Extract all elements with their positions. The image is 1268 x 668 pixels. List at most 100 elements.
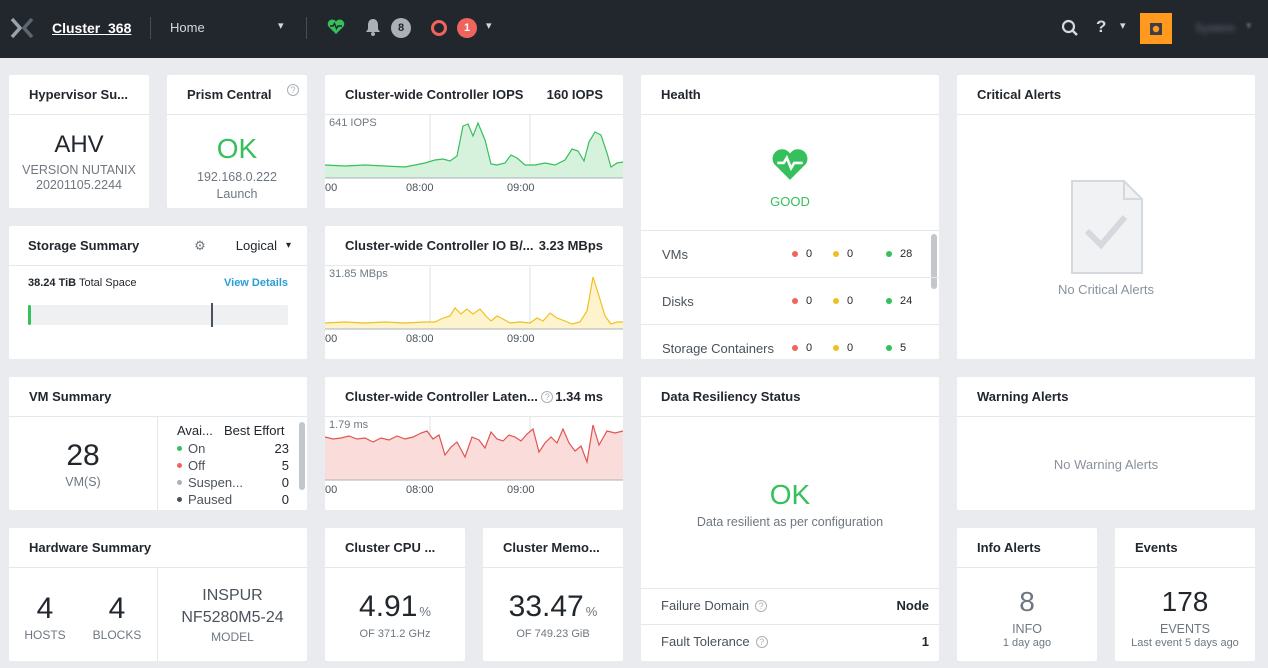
health-yellow-count[interactable]: 0 <box>833 295 853 307</box>
chevron-down-icon[interactable]: ▾ <box>285 240 291 251</box>
help-icon[interactable]: ? <box>541 390 554 403</box>
nutanix-logo-icon[interactable] <box>10 17 34 39</box>
cluster-name-link[interactable]: Cluster_368 <box>52 20 132 36</box>
health-row-label: Disks <box>662 293 694 309</box>
health-row-vms[interactable]: VMs 0 0 28 <box>641 231 939 278</box>
health-red-count[interactable]: 0 <box>792 248 812 260</box>
health-green-count[interactable]: 5 <box>886 342 906 354</box>
card-title: Storage Summary <box>28 238 140 253</box>
help-icon[interactable]: ? <box>755 599 768 612</box>
prism-status: OK <box>216 133 258 164</box>
health-red-count[interactable]: 0 <box>792 342 812 354</box>
chevron-down-icon[interactable]: ▾ <box>486 20 492 32</box>
vm-status-label: Paused <box>188 492 233 507</box>
failure-domain-label: Failure Domain <box>661 598 750 613</box>
health-yellow-count[interactable]: 0 <box>833 342 853 354</box>
health-row-storage-containers[interactable]: Storage Containers 0 0 5 <box>641 325 939 359</box>
vm-status-label: Suspen... <box>188 475 243 490</box>
card-title: Data Resiliency Status <box>661 389 801 404</box>
health-heart-icon <box>771 146 809 187</box>
axis-tick: 08:00 <box>406 484 434 496</box>
divider <box>150 17 151 39</box>
storage-summary-card: Storage Summary ⚙ Logical ▾ 38.24 TiB To… <box>9 226 307 359</box>
chart-peak-label: 1.79 ms <box>329 419 369 431</box>
chart-peak-label: 641 IOPS <box>329 117 377 129</box>
card-title: Hypervisor Su... <box>29 87 128 102</box>
health-card: Health GOOD VMs 0 0 28 Disks 0 0 24 Storage Cont… <box>641 75 939 359</box>
health-status: GOOD <box>770 194 810 209</box>
card-title: Critical Alerts <box>977 87 1062 102</box>
health-red-count[interactable]: 0 <box>792 295 812 307</box>
health-heart-icon[interactable] <box>327 18 345 35</box>
cpu-capacity: OF 371.2 GHz <box>359 628 431 640</box>
divider <box>306 17 307 39</box>
status-dot-icon <box>833 251 839 257</box>
settings-gear-button[interactable] <box>1140 13 1172 44</box>
bell-icon[interactable] <box>365 18 381 36</box>
latency-line <box>325 424 623 465</box>
status-dot-icon <box>886 251 892 257</box>
notification-count-badge[interactable]: 8 <box>391 18 411 38</box>
card-title: Cluster-wide Controller IOPS <box>345 87 524 102</box>
vm-count-label: VM(S) <box>65 475 101 489</box>
health-row-disks[interactable]: Disks 0 0 24 <box>641 278 939 325</box>
prism-launch-link[interactable]: Launch <box>216 187 258 201</box>
card-title: Warning Alerts <box>977 389 1069 404</box>
health-yellow-count[interactable]: 0 <box>833 248 853 260</box>
iops-chart <box>325 115 623 179</box>
host-count: 4 <box>36 592 54 625</box>
memory-usage-value: 33.47 <box>508 590 584 623</box>
vm-status-row: Suspen... 0 <box>177 474 289 491</box>
health-count-value: 0 <box>847 248 854 260</box>
chevron-down-icon[interactable]: ▾ <box>1246 20 1252 32</box>
iops-current-value: 160 IOPS <box>546 87 603 102</box>
event-count[interactable]: 178 <box>1161 586 1209 617</box>
scrollbar[interactable] <box>299 422 305 490</box>
total-space-label: Total Space <box>78 277 137 289</box>
axis-tick: 00 <box>325 182 338 194</box>
chevron-down-icon[interactable]: ▾ <box>1120 20 1126 32</box>
health-count-value: 0 <box>847 295 854 307</box>
status-dot-icon <box>792 298 798 304</box>
user-menu[interactable]: System <box>1195 21 1236 35</box>
hardware-model: NF5280M5-24 <box>181 609 284 626</box>
gear-icon[interactable]: ⚙ <box>194 237 206 253</box>
scrollbar[interactable] <box>931 234 937 289</box>
hypervisor-name: AHV <box>54 131 104 158</box>
events-card: Events 178 EVENTS Last event 5 days ago <box>1115 528 1255 661</box>
cpu-usage-value: 4.91 <box>359 590 418 623</box>
vm-status-row: Paused 0 <box>177 491 289 508</box>
axis-tick: 09:00 <box>507 484 535 496</box>
vm-status-count: 0 <box>281 475 289 490</box>
health-green-count[interactable]: 28 <box>886 248 912 260</box>
total-space-value: 38.24 TiB <box>28 277 77 289</box>
card-title: Cluster-wide Controller IO B/... <box>345 238 534 253</box>
health-count-value: 0 <box>806 342 813 354</box>
critical-alert-count-badge[interactable]: 1 <box>457 18 477 38</box>
nav-home-dropdown[interactable]: Home <box>170 20 205 35</box>
storage-usage-bar <box>28 303 288 327</box>
axis-tick: 08:00 <box>406 333 434 345</box>
latency-chart <box>325 417 623 481</box>
document-check-icon <box>1070 179 1144 280</box>
storage-view-dropdown[interactable]: Logical <box>235 238 277 253</box>
controller-latency-card: Cluster-wide Controller Laten... ? 1.34 m… <box>325 377 623 510</box>
resiliency-status: OK <box>769 479 811 510</box>
data-resiliency-card: Data Resiliency Status OK Data resilient… <box>641 377 939 661</box>
health-count-value: 0 <box>847 342 854 354</box>
view-details-link[interactable]: View Details <box>224 277 288 289</box>
help-icon[interactable]: ? <box>287 84 299 96</box>
availability-column-header: Avai... <box>177 423 213 438</box>
help-icon[interactable]: ? <box>1096 17 1107 36</box>
info-alert-count[interactable]: 8 <box>1019 586 1035 617</box>
search-icon[interactable] <box>1061 19 1079 37</box>
help-icon[interactable]: ? <box>755 635 768 648</box>
health-green-count[interactable]: 24 <box>886 295 912 307</box>
health-count-value: 24 <box>900 295 913 307</box>
vm-status-label: On <box>188 441 206 456</box>
io-bandwidth-current-value: 3.23 MBps <box>538 238 603 253</box>
chevron-down-icon[interactable]: ▾ <box>278 20 284 32</box>
status-dot-icon <box>886 298 892 304</box>
critical-alert-icon[interactable] <box>431 20 447 36</box>
block-count: 4 <box>108 592 126 625</box>
